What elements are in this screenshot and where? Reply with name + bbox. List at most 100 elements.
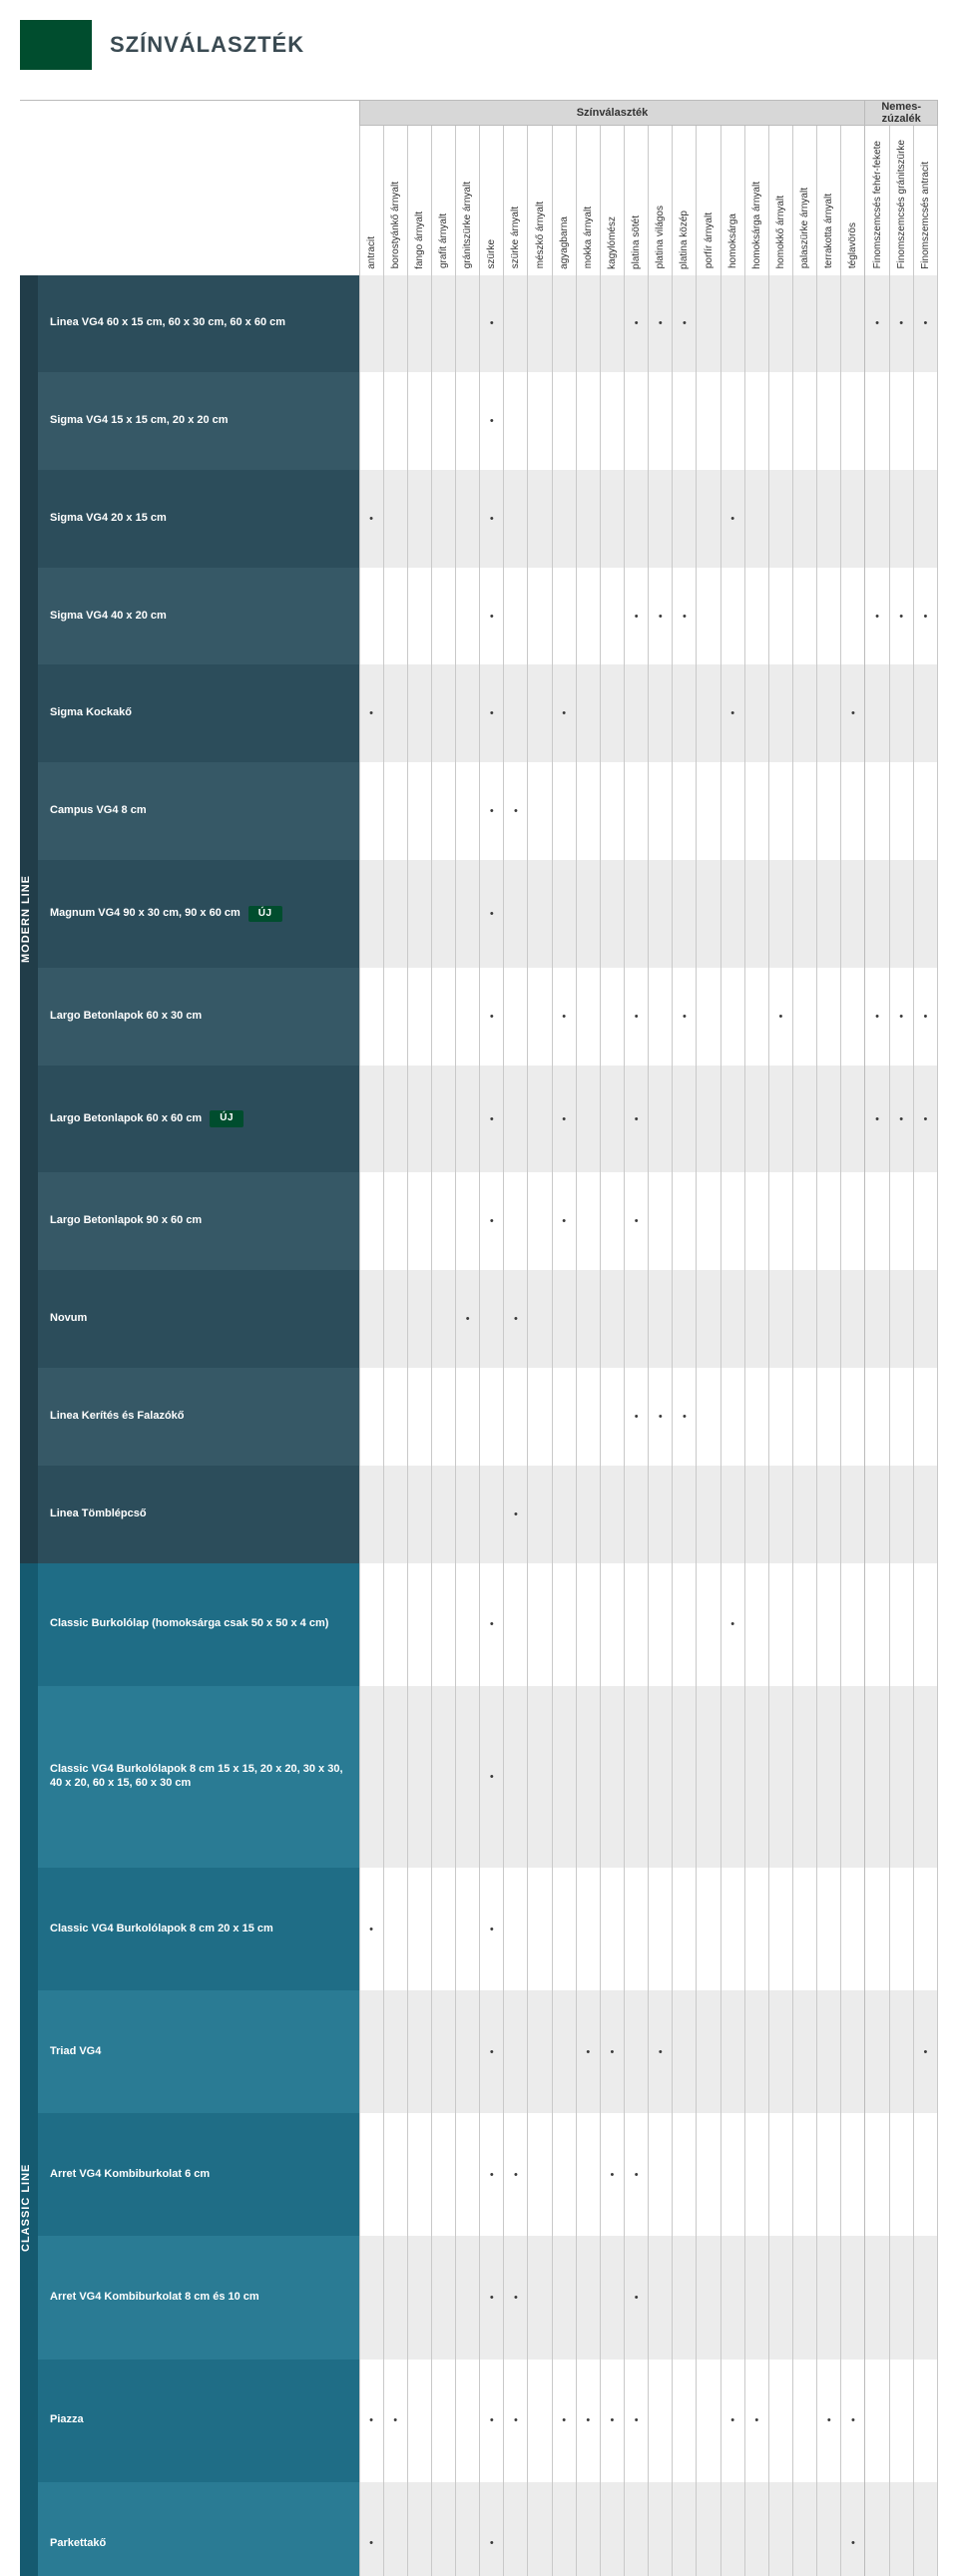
empty-cell bbox=[673, 372, 697, 470]
table-row: Arret VG4 Kombiburkolat 8 cm és 10 cm bbox=[20, 2236, 938, 2359]
empty-cell bbox=[720, 1066, 744, 1173]
page-title: SZÍNVÁLASZTÉK bbox=[92, 20, 322, 70]
dot-marker bbox=[504, 2360, 528, 2482]
empty-cell bbox=[673, 470, 697, 568]
empty-cell bbox=[407, 2482, 431, 2576]
empty-cell bbox=[793, 1368, 817, 1466]
empty-cell bbox=[817, 2482, 841, 2576]
empty-cell bbox=[359, 860, 383, 968]
dot-marker bbox=[913, 968, 937, 1066]
column-header: szürke bbox=[480, 126, 504, 275]
empty-cell bbox=[359, 968, 383, 1066]
column-header: gránitszürke árnyalt bbox=[456, 126, 480, 275]
empty-cell bbox=[744, 1368, 768, 1466]
empty-cell bbox=[359, 1990, 383, 2113]
empty-cell bbox=[431, 1466, 455, 1563]
empty-cell bbox=[697, 1563, 720, 1686]
empty-cell bbox=[889, 2236, 913, 2359]
empty-cell bbox=[744, 968, 768, 1066]
empty-cell bbox=[431, 372, 455, 470]
empty-cell bbox=[576, 1686, 600, 1868]
empty-cell bbox=[768, 762, 792, 860]
empty-cell bbox=[528, 275, 552, 373]
dot-marker bbox=[383, 2360, 407, 2482]
dot-marker bbox=[480, 1172, 504, 1270]
dot-marker bbox=[720, 664, 744, 762]
empty-cell bbox=[552, 1990, 576, 2113]
dot-marker bbox=[720, 470, 744, 568]
empty-cell bbox=[889, 664, 913, 762]
empty-cell bbox=[456, 275, 480, 373]
empty-cell bbox=[383, 372, 407, 470]
empty-cell bbox=[744, 275, 768, 373]
empty-cell bbox=[552, 1563, 576, 1686]
empty-cell bbox=[817, 2113, 841, 2236]
empty-cell bbox=[359, 1066, 383, 1173]
empty-cell bbox=[841, 860, 865, 968]
empty-cell bbox=[768, 664, 792, 762]
empty-cell bbox=[600, 1066, 624, 1173]
table-row: Largo Betonlapok 60 x 60 cmÚJ bbox=[20, 1066, 938, 1173]
empty-cell bbox=[576, 1868, 600, 1990]
empty-cell bbox=[673, 2113, 697, 2236]
empty-cell bbox=[649, 372, 673, 470]
empty-cell bbox=[383, 1466, 407, 1563]
empty-cell bbox=[504, 1368, 528, 1466]
dot-marker bbox=[359, 470, 383, 568]
empty-cell bbox=[359, 1686, 383, 1868]
empty-cell bbox=[552, 1868, 576, 1990]
row-label: Classic VG4 Burkolólapok 8 cm 20 x 15 cm bbox=[38, 1918, 359, 1941]
empty-cell bbox=[697, 1066, 720, 1173]
empty-cell bbox=[817, 1466, 841, 1563]
dot-marker bbox=[841, 2360, 865, 2482]
empty-cell bbox=[817, 1563, 841, 1686]
row-label: Sigma VG4 20 x 15 cm bbox=[38, 507, 359, 531]
empty-cell bbox=[649, 1172, 673, 1270]
dot-marker bbox=[576, 2360, 600, 2482]
empty-cell bbox=[552, 2236, 576, 2359]
empty-cell bbox=[528, 1172, 552, 1270]
empty-cell bbox=[817, 372, 841, 470]
table-row: Sigma VG4 40 x 20 cm bbox=[20, 568, 938, 665]
empty-cell bbox=[865, 1686, 889, 1868]
dot-marker bbox=[480, 664, 504, 762]
column-header: fango árnyalt bbox=[407, 126, 431, 275]
empty-cell bbox=[480, 1466, 504, 1563]
empty-cell bbox=[865, 2360, 889, 2482]
dot-marker bbox=[817, 2360, 841, 2482]
dot-marker bbox=[625, 2113, 649, 2236]
empty-cell bbox=[625, 470, 649, 568]
empty-cell bbox=[456, 1066, 480, 1173]
empty-cell bbox=[576, 1368, 600, 1466]
empty-cell bbox=[768, 860, 792, 968]
empty-cell bbox=[456, 2236, 480, 2359]
empty-cell bbox=[625, 1563, 649, 1686]
dot-marker bbox=[480, 2236, 504, 2359]
empty-cell bbox=[504, 664, 528, 762]
empty-cell bbox=[456, 1868, 480, 1990]
dot-marker bbox=[480, 470, 504, 568]
empty-cell bbox=[504, 1172, 528, 1270]
empty-cell bbox=[383, 762, 407, 860]
empty-cell bbox=[600, 1368, 624, 1466]
empty-cell bbox=[817, 1172, 841, 1270]
empty-cell bbox=[383, 568, 407, 665]
empty-cell bbox=[407, 275, 431, 373]
dot-marker bbox=[889, 275, 913, 373]
empty-cell bbox=[768, 1563, 792, 1686]
empty-cell bbox=[889, 1686, 913, 1868]
empty-cell bbox=[576, 1066, 600, 1173]
empty-cell bbox=[913, 372, 937, 470]
dot-marker bbox=[841, 2482, 865, 2576]
empty-cell bbox=[528, 860, 552, 968]
empty-cell bbox=[528, 372, 552, 470]
column-header: porfír árnyalt bbox=[697, 126, 720, 275]
empty-cell bbox=[841, 1563, 865, 1686]
table-row: Campus VG4 8 cm bbox=[20, 762, 938, 860]
dot-marker bbox=[600, 1990, 624, 2113]
dot-marker bbox=[673, 968, 697, 1066]
empty-cell bbox=[456, 1563, 480, 1686]
empty-cell bbox=[889, 372, 913, 470]
empty-cell bbox=[359, 1172, 383, 1270]
empty-cell bbox=[407, 1270, 431, 1368]
